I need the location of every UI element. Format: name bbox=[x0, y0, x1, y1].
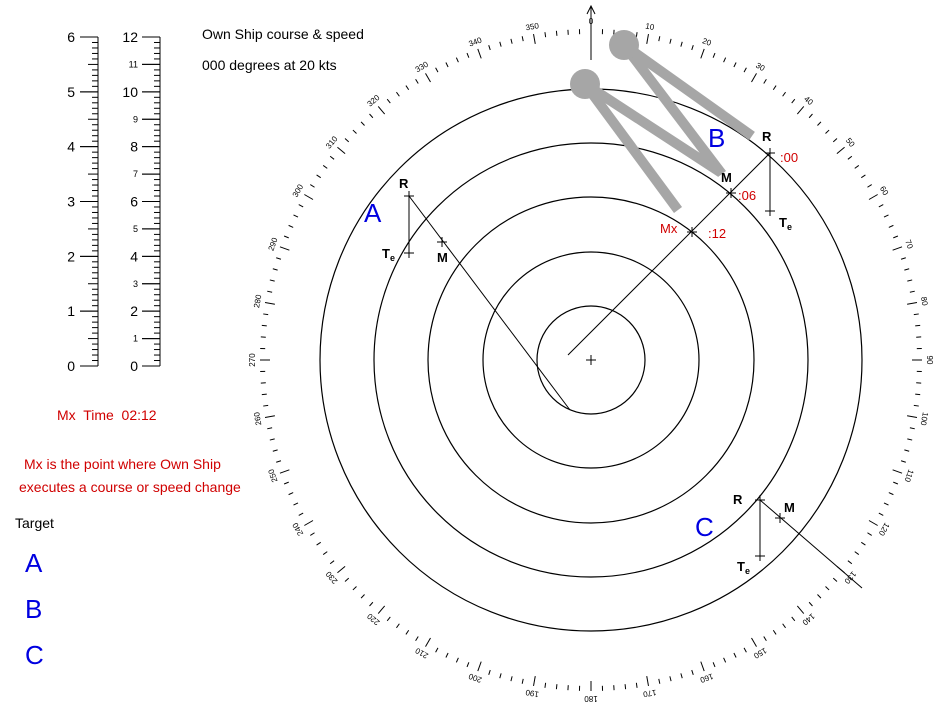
target-item[interactable]: C bbox=[25, 640, 44, 670]
bearing-tick bbox=[556, 31, 557, 36]
scale-label: 5 bbox=[133, 224, 138, 234]
te-main: T bbox=[382, 246, 390, 261]
te-sub: e bbox=[745, 566, 750, 576]
scale-label: 1 bbox=[133, 334, 138, 344]
note-line: Mx is the point where Own Ship bbox=[24, 456, 221, 472]
bearing-tick bbox=[262, 394, 267, 395]
plot-marker: M bbox=[437, 250, 448, 265]
scale-label: 7 bbox=[133, 169, 138, 179]
header-line2: 000 degrees at 20 kts bbox=[202, 57, 337, 73]
scale-label: 8 bbox=[130, 139, 138, 155]
bearing-label: 90 bbox=[925, 356, 934, 365]
scale-label: 11 bbox=[129, 59, 138, 69]
bearing-tick bbox=[636, 683, 637, 688]
target-title: Target bbox=[15, 515, 54, 531]
scale-label: 0 bbox=[67, 358, 75, 374]
te-main: T bbox=[737, 559, 745, 574]
mx-time: Mx Time 02:12 bbox=[57, 407, 157, 423]
plot-marker: C bbox=[695, 512, 714, 542]
divider-pivot bbox=[570, 69, 600, 99]
plot-marker: M bbox=[784, 500, 795, 515]
scale-label: 5 bbox=[67, 84, 75, 100]
target-item[interactable]: A bbox=[25, 548, 43, 578]
plot-marker: :06 bbox=[738, 188, 756, 203]
scale-label: 6 bbox=[67, 29, 75, 45]
scale-label: 3 bbox=[133, 279, 138, 289]
plot-marker: :00 bbox=[780, 150, 798, 165]
bearing-tick bbox=[915, 325, 920, 326]
plot-marker: M bbox=[721, 170, 732, 185]
bearing-tick bbox=[545, 683, 546, 688]
scale-label: 9 bbox=[133, 114, 138, 124]
scale-label: 2 bbox=[67, 248, 75, 264]
plot-marker: A bbox=[364, 198, 382, 228]
plot-marker: R bbox=[762, 129, 772, 144]
bearing-tick bbox=[914, 314, 919, 315]
bearing-tick bbox=[625, 684, 626, 689]
bearing-label: 180 bbox=[584, 694, 598, 703]
scale-label: 4 bbox=[130, 248, 138, 264]
scale-label: 3 bbox=[67, 194, 75, 210]
bearing-tick bbox=[262, 325, 267, 326]
plot-marker: R bbox=[733, 492, 743, 507]
header-line1: Own Ship course & speed bbox=[202, 26, 364, 42]
bearing-label: 270 bbox=[248, 353, 257, 367]
te-sub: e bbox=[787, 222, 792, 232]
bearing-tick bbox=[263, 405, 268, 406]
bearing-tick bbox=[263, 314, 268, 315]
bearing-tick bbox=[545, 32, 546, 37]
plot-marker: R bbox=[399, 176, 409, 191]
bearing-tick bbox=[556, 684, 557, 689]
plot-marker: Mx bbox=[660, 221, 678, 236]
scale-label: 10 bbox=[122, 84, 138, 100]
scale-label: 6 bbox=[130, 194, 138, 210]
target-item[interactable]: B bbox=[25, 594, 42, 624]
te-main: T bbox=[779, 215, 787, 230]
scale-label: 0 bbox=[130, 358, 138, 374]
plot-marker: :12 bbox=[708, 226, 726, 241]
scale-label: 4 bbox=[67, 139, 75, 155]
bearing-tick bbox=[915, 394, 920, 395]
scale-label: 2 bbox=[130, 303, 138, 319]
plot-marker: B bbox=[708, 123, 725, 153]
bearing-tick bbox=[636, 32, 637, 37]
scale-label: 1 bbox=[67, 303, 75, 319]
te-sub: e bbox=[390, 253, 395, 263]
scale-label: 12 bbox=[122, 29, 138, 45]
note-line: executes a course or speed change bbox=[19, 479, 241, 495]
divider-pivot bbox=[609, 30, 639, 60]
bearing-tick bbox=[914, 405, 919, 406]
